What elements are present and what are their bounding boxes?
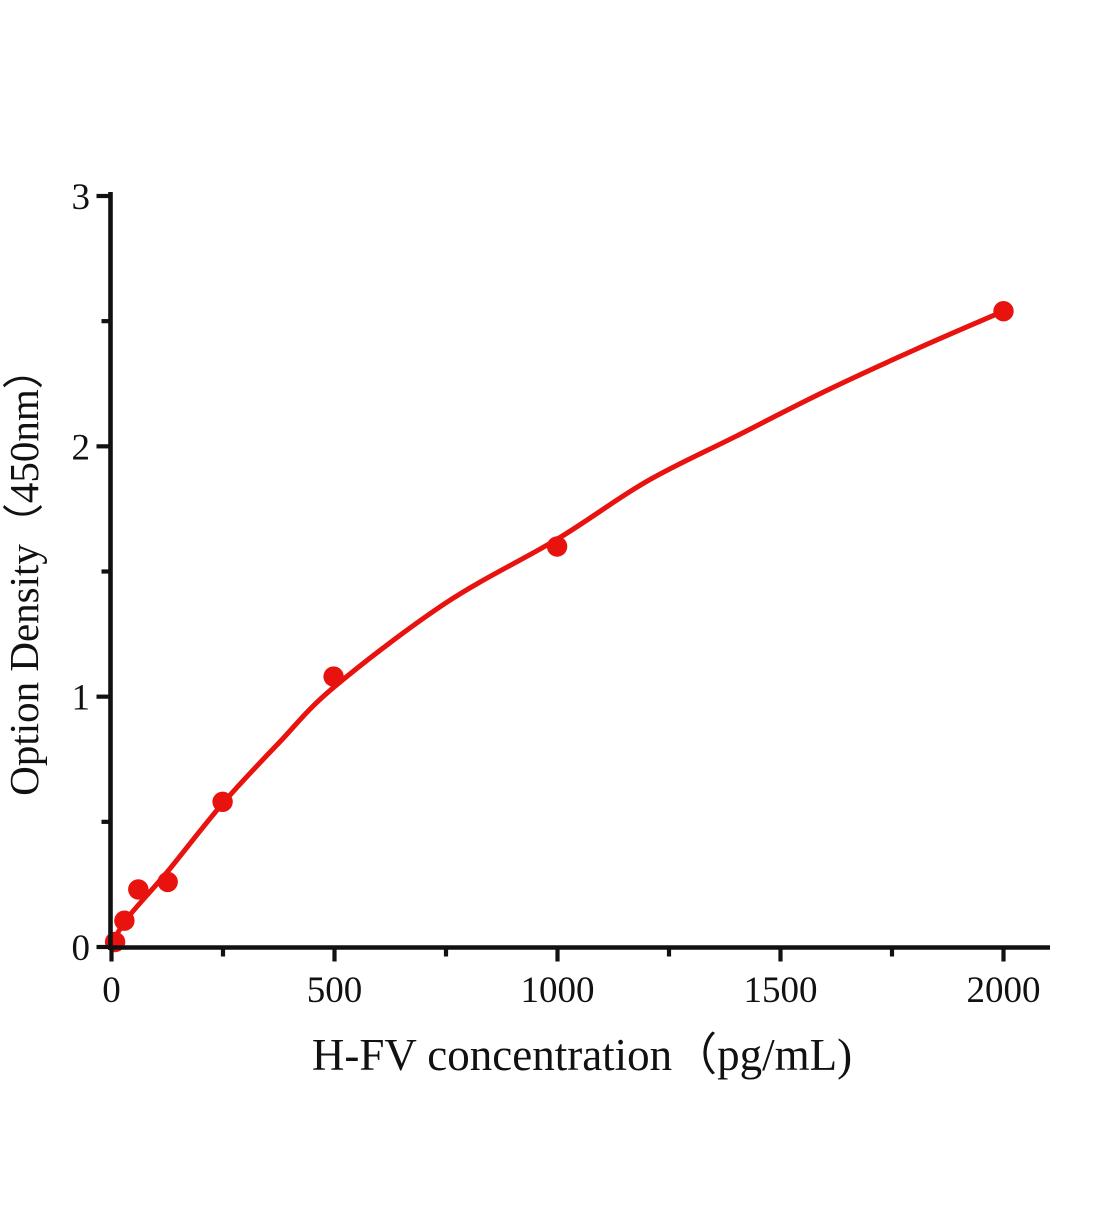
y-tick-label: 1 (72, 678, 91, 719)
fit-curve-layer (109, 308, 1006, 950)
data-point (114, 910, 135, 931)
x-tick-label: 1500 (744, 970, 818, 1011)
x-tick-label: 2000 (967, 970, 1041, 1011)
y-tick-label: 3 (72, 177, 91, 218)
data-point (546, 536, 568, 557)
y-tick-label: 2 (72, 427, 91, 468)
x-tick-label: 0 (102, 970, 121, 1011)
y-axis-title: Option Density（450nm） (1, 348, 47, 796)
x-tick-label: 1000 (521, 970, 595, 1011)
data-point (323, 666, 344, 687)
x-axis-title: H-FV concentration（pg/mL) (312, 1030, 852, 1080)
data-point (212, 791, 233, 812)
data-point (157, 871, 178, 893)
fit-curve (109, 308, 1006, 950)
data-point (128, 879, 149, 900)
data-points-layer (104, 301, 1014, 953)
x-tick-label: 500 (307, 970, 363, 1011)
y-tick-label: 0 (72, 928, 91, 969)
axes-layer: 0 500 1000 1500 2000 0 1 2 3 (72, 177, 1050, 1011)
data-point (993, 301, 1014, 322)
